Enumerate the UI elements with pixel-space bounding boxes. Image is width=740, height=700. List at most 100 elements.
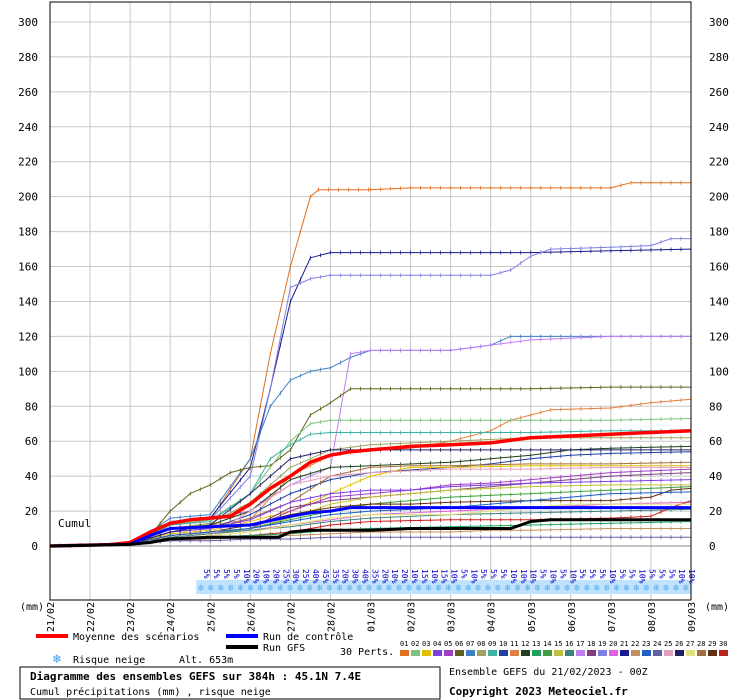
perturbation-number: 15 bbox=[554, 640, 562, 648]
perturbation-number: 06 bbox=[455, 640, 463, 648]
perturbation-swatch bbox=[675, 650, 684, 656]
snow-flake-mark: ❄ bbox=[485, 583, 492, 594]
y-tick-label-left: 40 bbox=[25, 470, 38, 483]
x-tick-label: 08/03 bbox=[647, 602, 658, 632]
perturbation-number: 19 bbox=[598, 640, 606, 648]
y-tick-label-right: 200 bbox=[709, 191, 729, 204]
legend-label-mean: Moyenne des scénarios bbox=[73, 631, 199, 643]
y-tick-label-right: 220 bbox=[709, 156, 729, 169]
perturbation-number: 24 bbox=[653, 640, 661, 648]
perturbation-number: 08 bbox=[477, 640, 485, 648]
snow-risk-value: 5% bbox=[578, 569, 587, 579]
snow-risk-value: 5% bbox=[647, 569, 656, 579]
snow-risk-value: 10% bbox=[262, 569, 271, 584]
y-unit-left: (mm) bbox=[20, 602, 44, 613]
x-tick-label: 26/02 bbox=[246, 602, 257, 632]
snow-risk-value: 5% bbox=[558, 569, 567, 579]
snowflake-icon: ❄ bbox=[52, 652, 61, 667]
perturbation-number: 07 bbox=[466, 640, 474, 648]
snow-flake-mark: ❄ bbox=[535, 583, 542, 594]
snow-risk-value: 5% bbox=[212, 569, 221, 579]
y-axis-left: 0 20 40 60 80 100 120 140 160 180 200 220 240 260 280 3… bbox=[18, 16, 38, 553]
snow-risk-value: 10% bbox=[677, 569, 686, 584]
perturbation-number: 11 bbox=[510, 640, 518, 648]
snow-flake-mark: ❄ bbox=[208, 583, 215, 594]
main-series-line bbox=[49, 506, 691, 548]
snow-risk-value: 40% bbox=[361, 569, 370, 584]
perturbation-number: 09 bbox=[488, 640, 496, 648]
perturbation-swatch bbox=[488, 650, 497, 656]
snow-risk-value: 10% bbox=[242, 569, 251, 584]
snow-risk-value: 10% bbox=[509, 569, 518, 584]
y-tick-label-right: 40 bbox=[709, 470, 722, 483]
snow-flake-mark: ❄ bbox=[267, 583, 274, 594]
y-tick-label-left: 260 bbox=[18, 86, 38, 99]
perturbations-label: 30 Perts. bbox=[340, 647, 394, 658]
chart-subtitle: Cumul précipitations (mm) , risque neige bbox=[30, 686, 271, 698]
y-tick-label-left: 80 bbox=[25, 400, 38, 413]
legend-label-control: Run de contrôle bbox=[263, 631, 353, 643]
snow-flake-mark: ❄ bbox=[198, 583, 205, 594]
inner-label-cumul: Cumul bbox=[58, 517, 91, 530]
perturbation-swatch bbox=[697, 650, 706, 656]
snow-flake-mark: ❄ bbox=[455, 583, 462, 594]
perturbation-number: 04 bbox=[433, 640, 441, 648]
x-tick-label: 23/02 bbox=[126, 602, 137, 632]
perturbation-swatch bbox=[532, 650, 541, 656]
snow-flake-mark: ❄ bbox=[426, 583, 433, 594]
perturbation-swatch bbox=[708, 650, 717, 656]
snow-flake-mark: ❄ bbox=[396, 583, 403, 594]
y-tick-label-right: 0 bbox=[709, 540, 716, 553]
snow-flake-mark: ❄ bbox=[287, 583, 294, 594]
snow-flake-mark: ❄ bbox=[525, 583, 532, 594]
snow-risk-value: 25% bbox=[301, 569, 310, 584]
snow-flake-mark: ❄ bbox=[584, 583, 591, 594]
legend: Moyenne des scénarios Run de contrôle Ru… bbox=[36, 631, 394, 667]
perturbation-number: 10 bbox=[499, 640, 507, 648]
y-tick-label-right: 20 bbox=[709, 505, 722, 518]
snow-flake-mark: ❄ bbox=[653, 583, 660, 594]
snow-flake-mark: ❄ bbox=[446, 583, 453, 594]
snow-flake-mark: ❄ bbox=[663, 583, 670, 594]
snow-flake-mark: ❄ bbox=[683, 583, 690, 594]
snow-flake-mark: ❄ bbox=[624, 583, 631, 594]
y-tick-label-left: 220 bbox=[18, 156, 38, 169]
snow-flake-mark: ❄ bbox=[228, 583, 235, 594]
perturbation-swatch bbox=[444, 650, 453, 656]
snow-flake-mark: ❄ bbox=[317, 583, 324, 594]
perturbation-swatches: 01 02 03 04 05 06 07 08 09 10 11 12 13 14 15 16 17 18 19 20… bbox=[400, 640, 728, 656]
snow-risk-value: 10% bbox=[549, 569, 558, 584]
snow-risk-value: 10% bbox=[519, 569, 528, 584]
snow-risk-value: 5% bbox=[539, 569, 548, 579]
snow-flake-mark: ❄ bbox=[505, 583, 512, 594]
snow-flake-mark: ❄ bbox=[356, 583, 363, 594]
y-tick-label-left: 100 bbox=[18, 365, 38, 378]
snow-risk-value: 10% bbox=[469, 569, 478, 584]
x-tick-label: 28/02 bbox=[326, 602, 337, 632]
snow-risk-value: 40% bbox=[311, 569, 320, 584]
snow-flake-mark: ❄ bbox=[376, 583, 383, 594]
perturbation-swatch bbox=[653, 650, 662, 656]
snow-risk-value: 15% bbox=[440, 569, 449, 584]
perturbation-swatch bbox=[686, 650, 695, 656]
snow-risk-value: 45% bbox=[321, 569, 330, 584]
snow-risk-value: 5% bbox=[459, 569, 468, 579]
perturbation-number: 17 bbox=[576, 640, 584, 648]
y-tick-label-left: 0 bbox=[31, 540, 38, 553]
snow-risk-band: ❄ ❄ ❄ ❄ ❄ ❄ ❄ ❄ ❄ ❄ ❄ ❄ ❄ ❄ ❄ ❄ ❄ ❄ ❄ ❄ ❄ ❄ ❄ ❄ ❄ ❄ ❄ ❄ ❄ ❄ ❄ ❄ ❄ ❄ ❄ ❄ ❄ ❄ ❄ ❄… bbox=[196, 569, 696, 594]
y-tick-label-left: 200 bbox=[18, 191, 38, 204]
x-tick-label: 07/03 bbox=[607, 602, 618, 632]
snow-flake-mark: ❄ bbox=[495, 583, 502, 594]
x-tick-label: 09/03 bbox=[687, 602, 698, 632]
perturbation-number: 26 bbox=[675, 640, 683, 648]
x-tick-label: 02/03 bbox=[407, 602, 418, 632]
altitude: Alt. 653m bbox=[179, 655, 233, 666]
snow-risk-value: 5% bbox=[232, 569, 241, 579]
snow-risk-value: 5% bbox=[479, 569, 488, 579]
snow-flake-mark: ❄ bbox=[614, 583, 621, 594]
x-tick-label: 22/02 bbox=[86, 602, 97, 632]
perturbation-swatch bbox=[455, 650, 464, 656]
x-axis-labels: 21/02 22/02 23/02 24/02 25/02 26/02 27/02 28/02… bbox=[46, 602, 698, 632]
perturbation-swatch bbox=[598, 650, 607, 656]
snow-flake-mark: ❄ bbox=[604, 583, 611, 594]
